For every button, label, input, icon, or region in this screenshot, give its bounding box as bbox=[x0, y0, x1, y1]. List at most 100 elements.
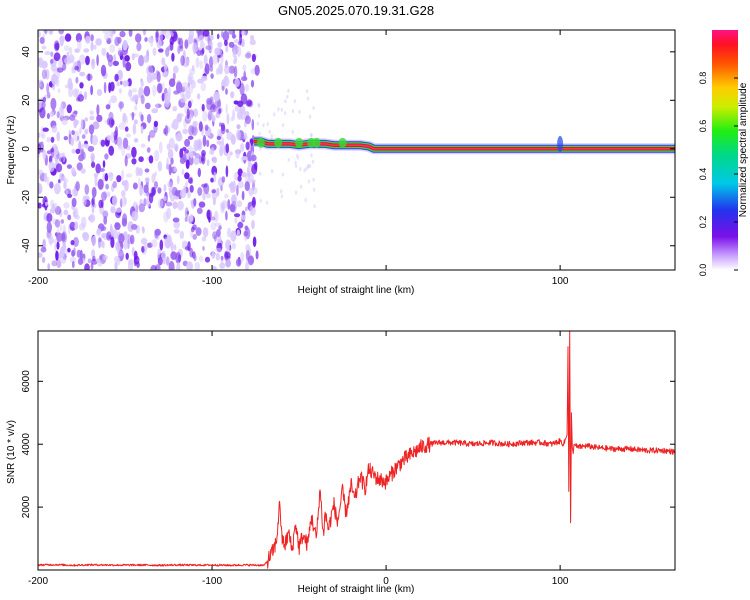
noise-blob bbox=[125, 133, 131, 138]
noise-blob bbox=[118, 88, 122, 94]
noise-blob bbox=[265, 200, 269, 205]
noise-blob bbox=[75, 33, 82, 43]
noise-blob bbox=[75, 76, 79, 84]
noise-blob bbox=[125, 61, 132, 72]
noise-blob bbox=[155, 31, 159, 43]
noise-blob bbox=[124, 179, 129, 192]
noise-blob bbox=[89, 213, 96, 223]
noise-blob bbox=[224, 64, 230, 75]
noise-blob bbox=[71, 197, 77, 208]
noise-blob bbox=[193, 157, 200, 165]
noise-blob bbox=[277, 107, 280, 112]
noise-blob bbox=[216, 135, 222, 141]
noise-blob bbox=[146, 113, 152, 124]
noise-blob bbox=[41, 256, 46, 263]
noise-blob bbox=[114, 255, 120, 263]
noise-blob bbox=[180, 55, 185, 66]
noise-blob bbox=[75, 181, 80, 192]
ridge-blob bbox=[256, 137, 265, 148]
noise-blob bbox=[237, 221, 244, 229]
noise-blob bbox=[87, 73, 91, 82]
noise-blob bbox=[65, 189, 68, 196]
noise-blob bbox=[221, 200, 228, 209]
noise-blob bbox=[188, 86, 194, 94]
noise-blob bbox=[59, 224, 63, 232]
noise-blob bbox=[131, 111, 135, 121]
noise-blob bbox=[223, 75, 230, 87]
noise-blob bbox=[231, 242, 236, 250]
noise-blob bbox=[90, 58, 96, 70]
spectrogram-x-ticks: -200 -100 100 bbox=[28, 30, 569, 287]
noise-blob bbox=[249, 255, 254, 264]
noise-blob bbox=[79, 127, 82, 135]
noise-blob bbox=[50, 136, 55, 143]
noise-blob bbox=[310, 153, 313, 158]
noise-blob bbox=[176, 175, 180, 184]
noise-blob bbox=[113, 54, 117, 63]
noise-blob bbox=[280, 194, 284, 199]
noise-blob bbox=[129, 234, 135, 245]
noise-blob bbox=[198, 201, 206, 208]
noise-blob bbox=[201, 75, 208, 82]
noise-blob bbox=[61, 117, 68, 126]
noise-blob bbox=[236, 129, 241, 141]
noise-blob bbox=[150, 239, 158, 248]
noise-blob bbox=[52, 68, 58, 74]
ridge-blob bbox=[312, 137, 321, 148]
noise-blob bbox=[187, 100, 192, 109]
noise-blob bbox=[163, 195, 167, 202]
noise-blob bbox=[245, 141, 250, 151]
noise-blob bbox=[140, 143, 146, 148]
noise-blob bbox=[224, 193, 229, 199]
noise-blob bbox=[48, 161, 55, 173]
noise-blob bbox=[58, 30, 65, 35]
noise-blob bbox=[70, 137, 75, 146]
noise-blob bbox=[184, 39, 189, 49]
noise-blob bbox=[79, 82, 84, 89]
noise-blob bbox=[249, 205, 256, 216]
noise-blob bbox=[251, 119, 255, 131]
noise-blob bbox=[229, 151, 233, 156]
noise-blob bbox=[187, 191, 191, 199]
colorbar-gradient bbox=[712, 30, 738, 270]
noise-blob bbox=[71, 249, 75, 257]
noise-blob bbox=[161, 57, 166, 66]
noise-blob bbox=[85, 55, 90, 66]
noise-blob bbox=[151, 187, 156, 196]
noise-blob bbox=[207, 129, 211, 137]
noise-blob bbox=[69, 256, 77, 264]
noise-blob bbox=[204, 124, 209, 131]
noise-blob bbox=[92, 255, 96, 262]
noise-blob bbox=[189, 151, 194, 159]
noise-blob bbox=[46, 113, 51, 119]
colorbar-tick-label: 0.2 bbox=[698, 216, 708, 229]
noise-blob bbox=[192, 42, 198, 54]
noise-blob bbox=[219, 122, 223, 127]
noise-blob bbox=[212, 54, 218, 65]
noise-blob bbox=[75, 214, 80, 220]
noise-blob bbox=[70, 240, 75, 246]
noise-blob bbox=[200, 49, 205, 56]
y-tick-label: 6000 bbox=[21, 370, 32, 393]
noise-blob bbox=[115, 207, 122, 213]
noise-blob bbox=[48, 30, 54, 35]
noise-blob bbox=[128, 30, 133, 37]
noise-blob bbox=[201, 149, 206, 157]
noise-blob bbox=[259, 171, 262, 176]
noise-blob bbox=[43, 172, 48, 183]
noise-blob bbox=[110, 119, 115, 126]
noise-blob bbox=[270, 169, 274, 174]
noise-blob bbox=[210, 73, 214, 79]
noise-blob bbox=[221, 137, 224, 149]
frequency-ridge bbox=[253, 135, 675, 155]
noise-blob bbox=[170, 123, 174, 129]
noise-blob bbox=[162, 257, 166, 265]
noise-blob bbox=[73, 130, 80, 142]
snr-y-label: SNR (10 * v/v) bbox=[6, 420, 17, 484]
noise-blob bbox=[42, 127, 49, 132]
noise-blob bbox=[54, 145, 59, 156]
noise-blob bbox=[110, 95, 118, 104]
snr-series-line bbox=[38, 331, 675, 569]
noise-blob bbox=[104, 119, 109, 125]
noise-blob bbox=[52, 84, 56, 91]
